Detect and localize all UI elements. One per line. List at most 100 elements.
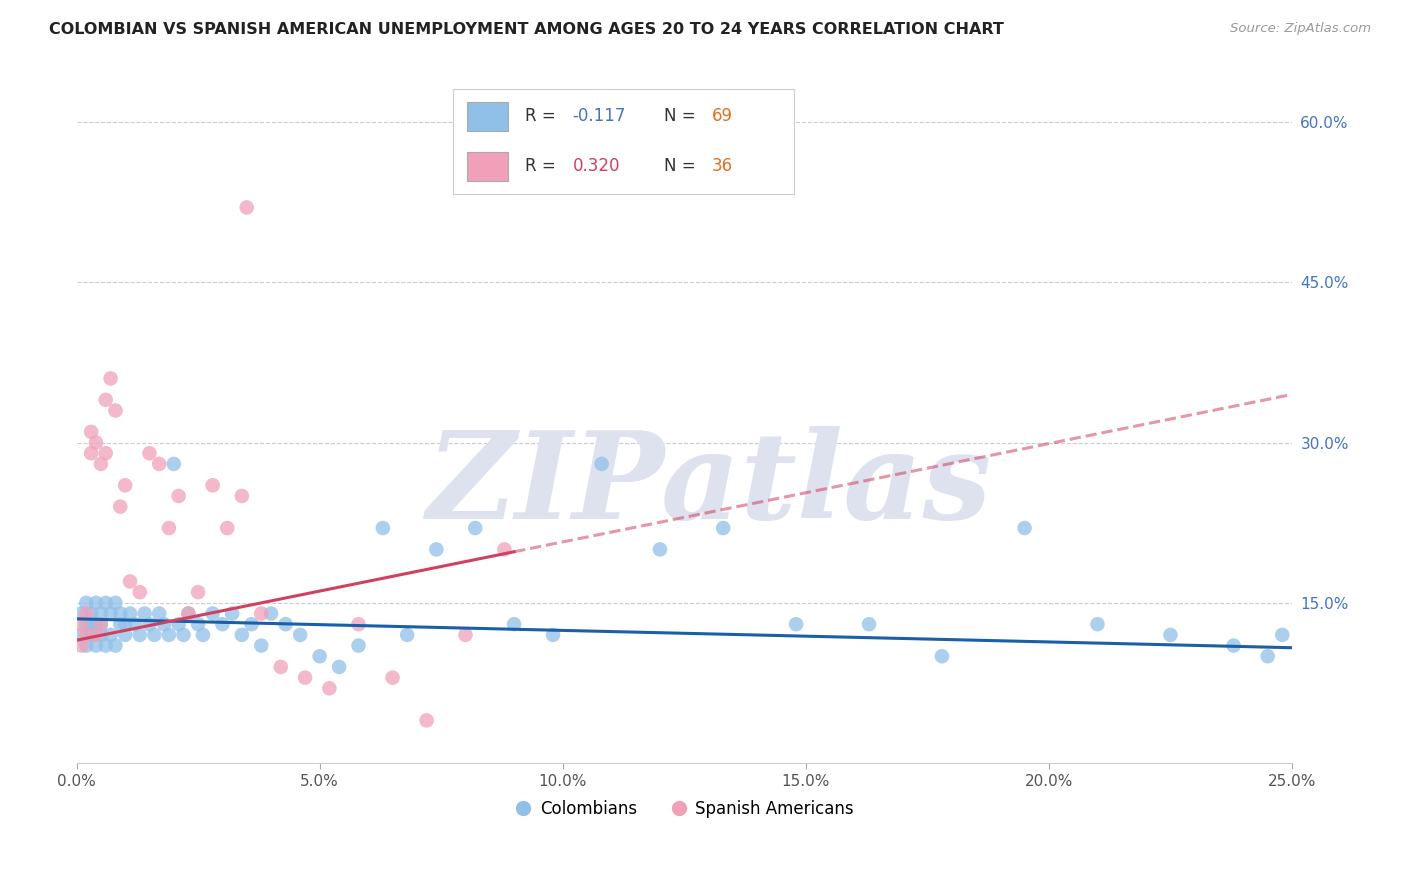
Point: [114, 617, 136, 632]
Point: [110, 607, 132, 621]
Point: [70, 617, 93, 632]
Point: [217, 521, 239, 535]
Point: [80, 425, 103, 439]
Point: [84, 628, 107, 642]
Point: [211, 617, 233, 632]
Point: [94, 446, 117, 460]
Point: [1014, 521, 1036, 535]
Point: [94, 392, 117, 407]
Legend: Colombians, Spanish Americans: Colombians, Spanish Americans: [508, 793, 860, 824]
Point: [118, 607, 141, 621]
Point: [128, 585, 150, 599]
Point: [84, 639, 107, 653]
Point: [371, 521, 394, 535]
Point: [231, 489, 253, 503]
Point: [100, 607, 122, 621]
Point: [148, 457, 170, 471]
Point: [221, 607, 243, 621]
Point: [201, 478, 224, 492]
Point: [94, 639, 117, 653]
Point: [104, 596, 127, 610]
Point: [114, 478, 136, 492]
Point: [270, 660, 292, 674]
Point: [124, 617, 146, 632]
Point: [425, 542, 447, 557]
Point: [90, 617, 112, 632]
Text: ZIPatlas: ZIPatlas: [426, 426, 991, 544]
Point: [104, 403, 127, 417]
Point: [80, 607, 103, 621]
Point: [250, 639, 273, 653]
Point: [308, 649, 330, 664]
Point: [110, 500, 132, 514]
Point: [90, 607, 112, 621]
Point: [148, 607, 170, 621]
Point: [70, 639, 93, 653]
Point: [90, 457, 112, 471]
Point: [75, 628, 97, 642]
Point: [785, 617, 807, 632]
Point: [1087, 617, 1109, 632]
Point: [240, 617, 263, 632]
Point: [931, 649, 953, 664]
Point: [396, 628, 419, 642]
Point: [70, 607, 93, 621]
Point: [177, 607, 200, 621]
Point: [143, 628, 166, 642]
Point: [94, 596, 117, 610]
Point: [381, 671, 404, 685]
Point: [711, 521, 734, 535]
Point: [274, 617, 297, 632]
Point: [503, 617, 526, 632]
Point: [260, 607, 283, 621]
Point: [173, 628, 195, 642]
Point: [347, 639, 370, 653]
Point: [318, 681, 340, 696]
Point: [167, 489, 190, 503]
Text: COLOMBIAN VS SPANISH AMERICAN UNEMPLOYMENT AMONG AGES 20 TO 24 YEARS CORRELATION: COLOMBIAN VS SPANISH AMERICAN UNEMPLOYME…: [49, 22, 1004, 37]
Point: [138, 446, 160, 460]
Point: [80, 617, 103, 632]
Point: [104, 639, 127, 653]
Text: Source: ZipAtlas.com: Source: ZipAtlas.com: [1230, 22, 1371, 36]
Point: [177, 607, 200, 621]
Point: [114, 628, 136, 642]
Point: [1159, 628, 1181, 642]
Point: [201, 607, 224, 621]
Point: [163, 457, 186, 471]
Point: [494, 542, 516, 557]
Point: [347, 617, 370, 632]
Point: [84, 435, 107, 450]
Point: [75, 596, 97, 610]
Point: [231, 628, 253, 642]
Point: [591, 457, 613, 471]
Point: [235, 201, 257, 215]
Point: [541, 628, 564, 642]
Point: [134, 607, 156, 621]
Point: [648, 542, 671, 557]
Point: [128, 628, 150, 642]
Point: [294, 671, 316, 685]
Point: [80, 446, 103, 460]
Point: [84, 596, 107, 610]
Point: [75, 607, 97, 621]
Point: [1222, 639, 1244, 653]
Point: [138, 617, 160, 632]
Point: [1271, 628, 1294, 642]
Point: [454, 628, 477, 642]
Point: [464, 521, 486, 535]
Point: [80, 628, 103, 642]
Point: [187, 617, 209, 632]
Point: [100, 628, 122, 642]
Point: [118, 574, 141, 589]
Point: [167, 617, 190, 632]
Point: [191, 628, 214, 642]
Point: [100, 371, 122, 385]
Point: [858, 617, 880, 632]
Point: [84, 617, 107, 632]
Point: [90, 628, 112, 642]
Point: [290, 628, 312, 642]
Point: [1257, 649, 1279, 664]
Point: [157, 521, 180, 535]
Point: [90, 617, 112, 632]
